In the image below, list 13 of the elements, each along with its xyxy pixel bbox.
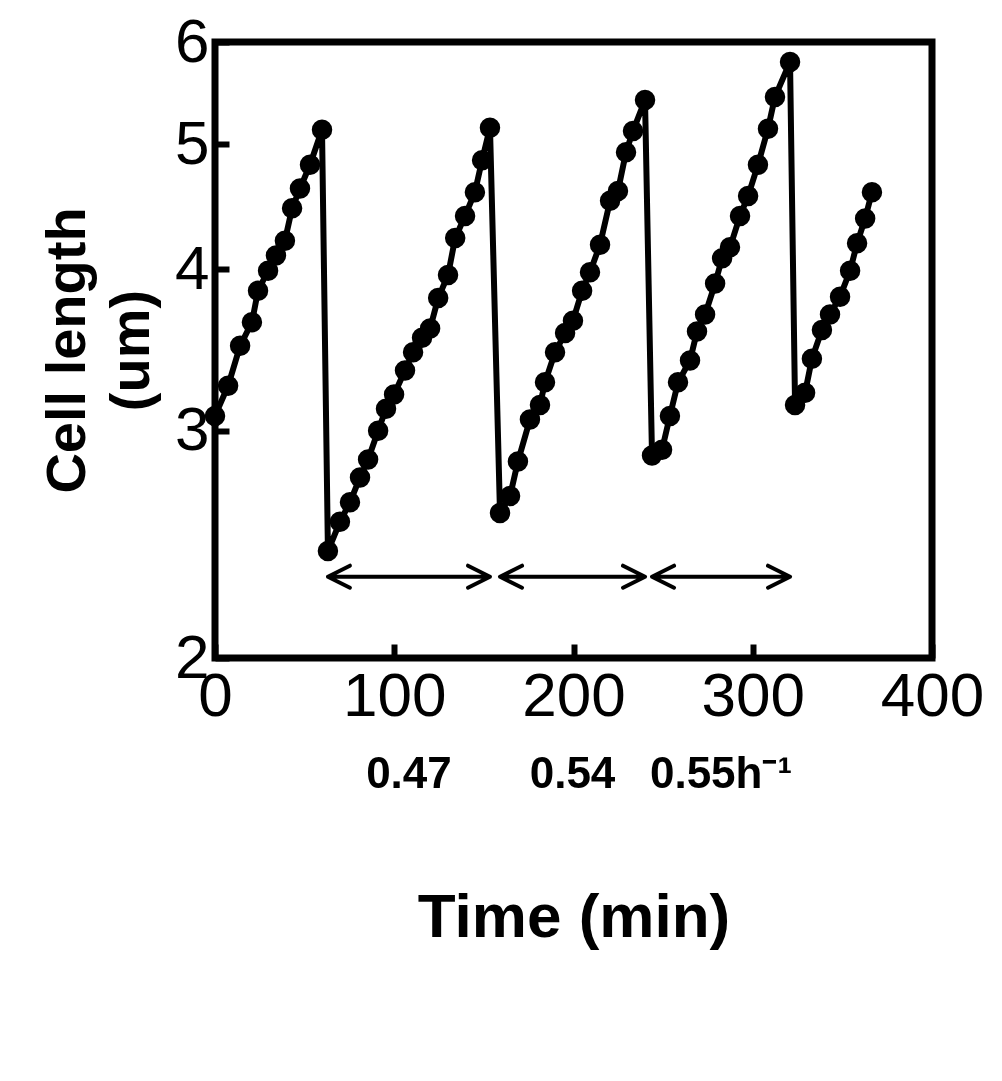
x-axis-title: Time (min) bbox=[417, 880, 731, 950]
text: 0.47 bbox=[366, 748, 452, 797]
y-tick-label: 3 bbox=[175, 394, 210, 464]
text: 0.55h⁻¹ bbox=[649, 748, 793, 797]
x-tick-label: 400 bbox=[880, 659, 985, 729]
x-tick-label: 100 bbox=[343, 659, 447, 729]
text: 0.54 bbox=[529, 748, 616, 797]
x-tick-label: 300 bbox=[701, 659, 805, 729]
y-tick-label: 5 bbox=[175, 107, 210, 177]
y-axis-title: Cell length (um) bbox=[34, 207, 162, 494]
x-tick-label: 200 bbox=[522, 659, 626, 729]
y-tick-label: 6 bbox=[175, 5, 210, 75]
y-tick-label: 4 bbox=[175, 232, 210, 302]
